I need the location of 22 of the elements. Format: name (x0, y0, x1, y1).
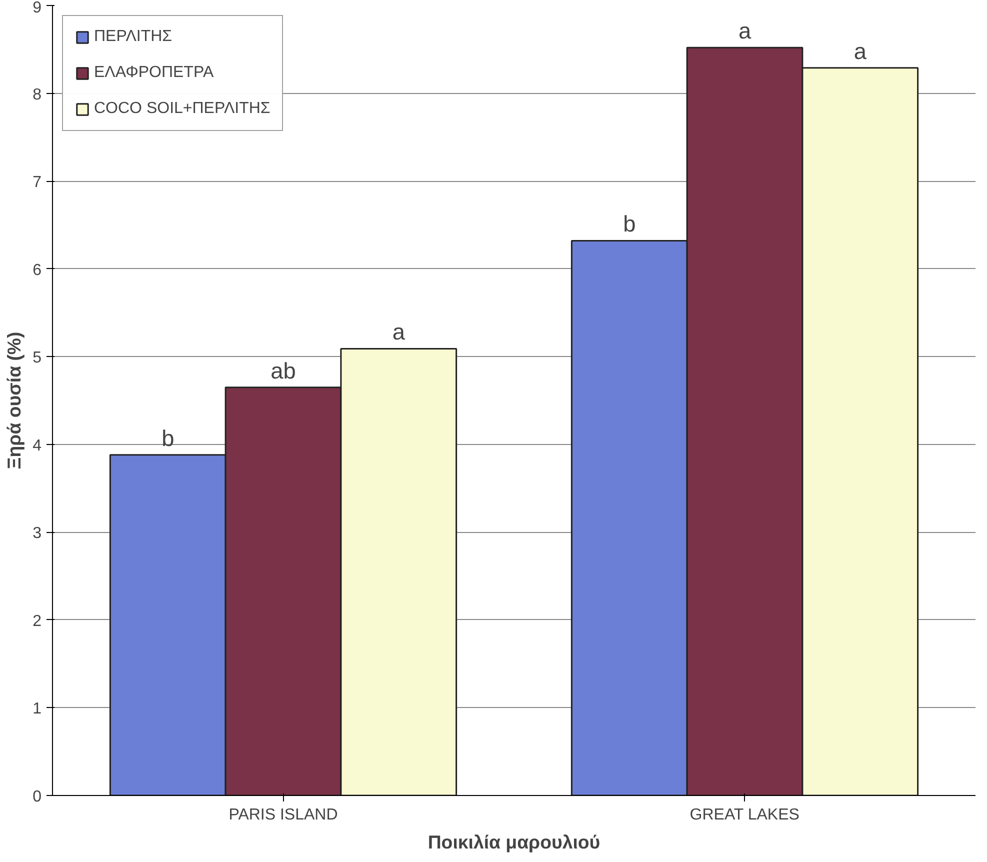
data-label: b (623, 210, 636, 237)
x-tick-label: PARIS ISLAND (228, 806, 338, 824)
data-label: ab (270, 357, 296, 384)
y-tick-label: 4 (32, 437, 42, 454)
y-tick-label: 0 (32, 788, 42, 806)
y-tick-label: 9 (32, 0, 42, 16)
x-axis-title: Ποικιλία μαρουλιού (428, 832, 600, 852)
y-axis-title: Ξηρά ουσία (%) (4, 332, 25, 470)
y-tick-label: 2 (32, 612, 42, 630)
legend-label: ΕΛΑΦΡΟΠΕΤΡΑ (94, 64, 214, 82)
y-tick-label: 7 (32, 174, 42, 192)
y-tick-label: 8 (32, 86, 42, 104)
y-tick-label: 3 (32, 525, 42, 542)
y-tick-label: 1 (32, 700, 42, 718)
x-tick-label: GREAT LAKES (690, 806, 800, 824)
data-label: a (738, 18, 752, 44)
data-label: a (854, 38, 867, 64)
y-tick-label: 5 (32, 350, 42, 367)
data-label: a (392, 318, 406, 345)
legend-label: ΠΕΡΛΙΤΗΣ (94, 28, 172, 46)
y-tick-label: 6 (32, 262, 42, 279)
legend-label: COCO SOIL+ΠΕΡΛΙΤΗΣ (94, 100, 270, 118)
